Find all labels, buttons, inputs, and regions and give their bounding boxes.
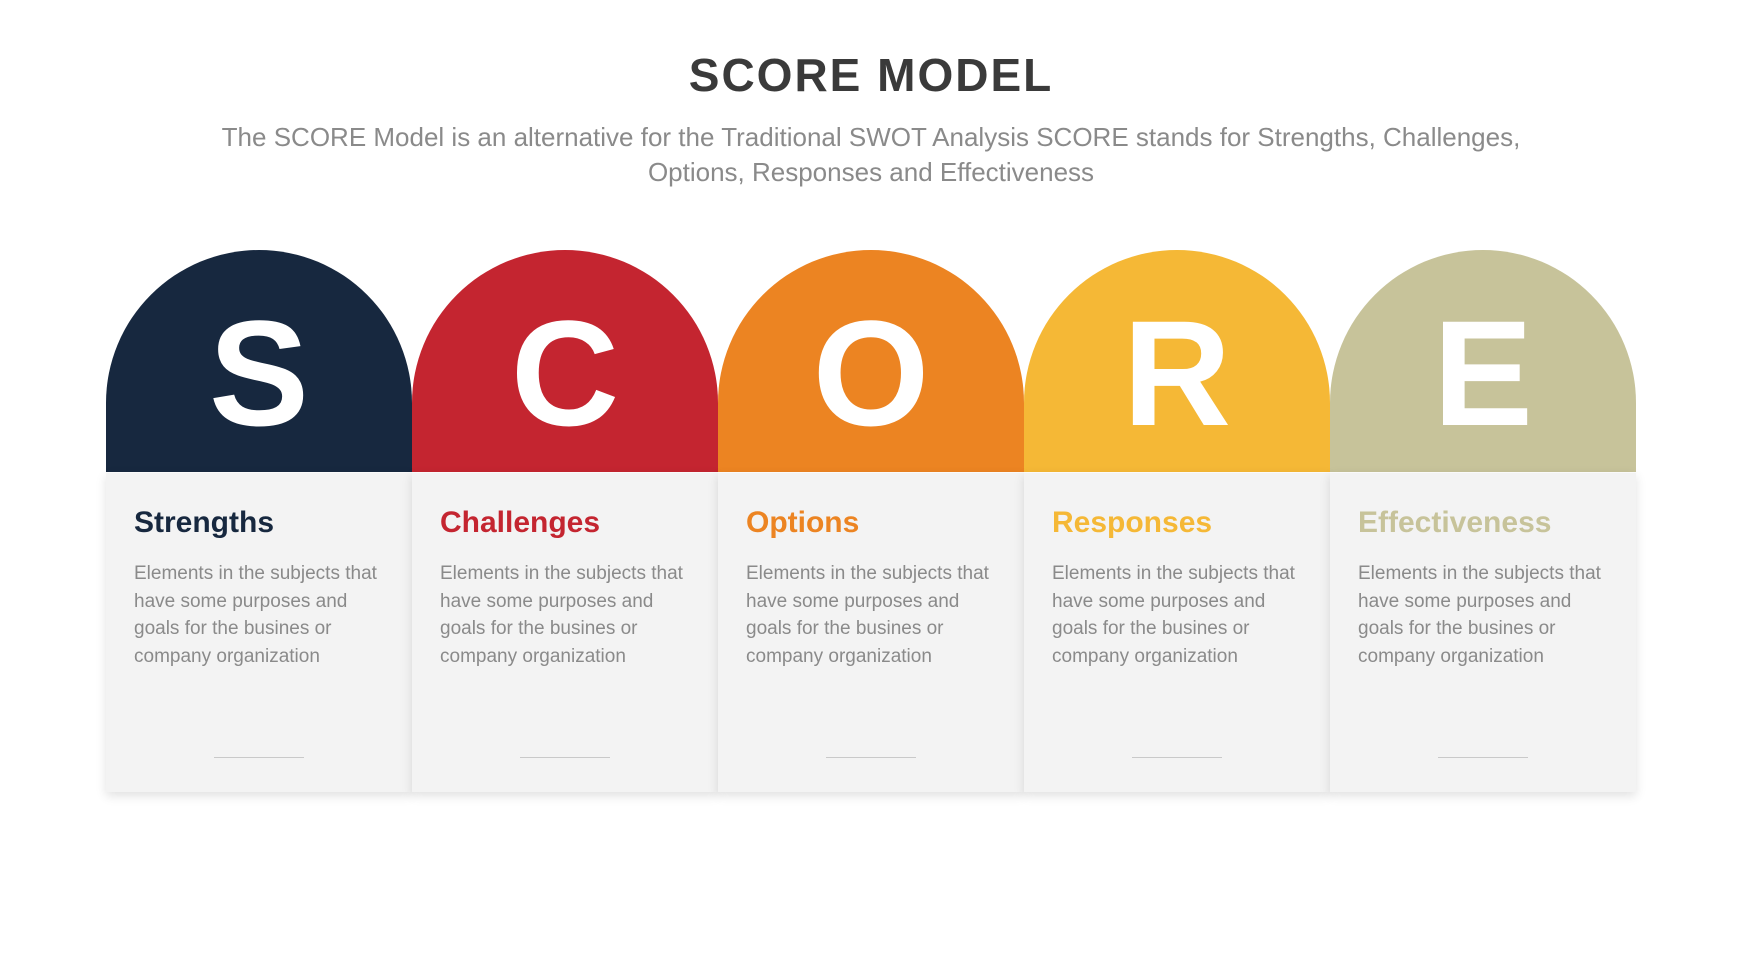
card-effectiveness: Effectiveness Elements in the subjects t… bbox=[1330, 472, 1636, 792]
arch-strengths: S bbox=[106, 250, 412, 472]
arch-options: O bbox=[718, 250, 1024, 472]
letter-c: C bbox=[511, 298, 619, 448]
page-title: SCORE MODEL bbox=[689, 48, 1053, 102]
letter-s: S bbox=[209, 298, 309, 448]
page-subtitle: The SCORE Model is an alternative for th… bbox=[221, 120, 1521, 190]
card-body-responses: Elements in the subjects that have some … bbox=[1052, 560, 1302, 670]
letter-r: R bbox=[1123, 298, 1231, 448]
card-divider bbox=[214, 757, 304, 758]
letter-e: E bbox=[1433, 298, 1533, 448]
score-item-options: O Options Elements in the subjects that … bbox=[718, 250, 1024, 792]
card-title-strengths: Strengths bbox=[134, 506, 274, 540]
score-item-challenges: C Challenges Elements in the subjects th… bbox=[412, 250, 718, 792]
card-strengths: Strengths Elements in the subjects that … bbox=[106, 472, 412, 792]
card-title-effectiveness: Effectiveness bbox=[1358, 506, 1551, 540]
card-title-options: Options bbox=[746, 506, 859, 540]
card-title-responses: Responses bbox=[1052, 506, 1212, 540]
card-divider bbox=[826, 757, 916, 758]
score-row: S Strengths Elements in the subjects tha… bbox=[0, 250, 1742, 792]
card-body-effectiveness: Elements in the subjects that have some … bbox=[1358, 560, 1608, 670]
card-responses: Responses Elements in the subjects that … bbox=[1024, 472, 1330, 792]
card-divider bbox=[520, 757, 610, 758]
card-divider bbox=[1438, 757, 1528, 758]
card-body-challenges: Elements in the subjects that have some … bbox=[440, 560, 690, 670]
arch-responses: R bbox=[1024, 250, 1330, 472]
card-divider bbox=[1132, 757, 1222, 758]
card-body-strengths: Elements in the subjects that have some … bbox=[134, 560, 384, 670]
score-model-infographic: SCORE MODEL The SCORE Model is an altern… bbox=[0, 0, 1742, 980]
arch-challenges: C bbox=[412, 250, 718, 472]
card-title-challenges: Challenges bbox=[440, 506, 600, 540]
score-item-strengths: S Strengths Elements in the subjects tha… bbox=[106, 250, 412, 792]
card-body-options: Elements in the subjects that have some … bbox=[746, 560, 996, 670]
card-options: Options Elements in the subjects that ha… bbox=[718, 472, 1024, 792]
score-item-effectiveness: E Effectiveness Elements in the subjects… bbox=[1330, 250, 1636, 792]
letter-o: O bbox=[813, 298, 930, 448]
card-challenges: Challenges Elements in the subjects that… bbox=[412, 472, 718, 792]
arch-effectiveness: E bbox=[1330, 250, 1636, 472]
score-item-responses: R Responses Elements in the subjects tha… bbox=[1024, 250, 1330, 792]
